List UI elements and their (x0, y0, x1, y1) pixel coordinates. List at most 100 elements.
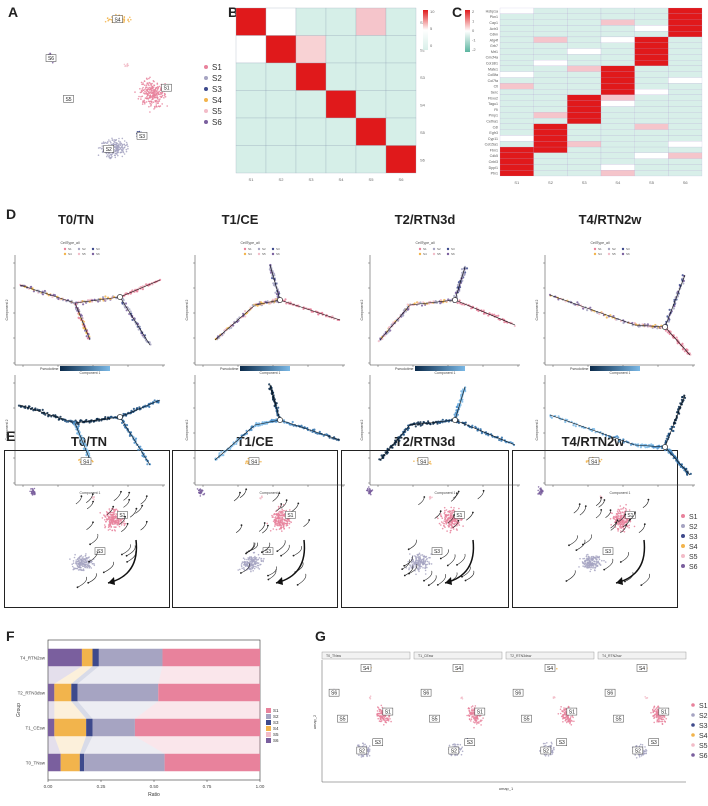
gene-label: Cnbl3 (489, 160, 498, 164)
cell-point (152, 96, 154, 98)
direction-arrow (275, 539, 306, 584)
cell-point (277, 516, 279, 519)
gene-label: Ctl (494, 85, 499, 89)
cell-point (261, 496, 263, 499)
cell-point (123, 16, 126, 19)
velocity-arrowhead (297, 502, 300, 505)
trajectory-line (74, 302, 91, 341)
cell-point (161, 103, 163, 105)
heatmap-cell (533, 141, 568, 148)
heatmap-cell (265, 90, 297, 119)
cell-point (271, 514, 273, 517)
velocity-arrowhead (102, 571, 105, 574)
cell-point (291, 420, 294, 424)
cell-point (237, 569, 239, 571)
cell-point (446, 530, 448, 532)
heatmap-cell (385, 90, 417, 119)
cell-point (81, 563, 84, 566)
cell-point (118, 137, 120, 140)
cell-point (444, 511, 446, 514)
cell-point (104, 416, 107, 419)
cell-point (625, 521, 627, 523)
velocity-arrowhead (280, 554, 282, 557)
cell-point (263, 557, 265, 560)
cell-point (646, 323, 650, 326)
cell-point (593, 428, 596, 431)
heatmap-cell (634, 129, 669, 136)
cell-point (239, 568, 241, 571)
cell-point (617, 512, 619, 515)
cell-point (246, 563, 248, 565)
cell-point (107, 529, 110, 531)
cluster-tag: S1 (163, 86, 169, 92)
velocity-streamline (121, 544, 131, 555)
cell-point (447, 518, 449, 521)
heatmap-cell (634, 7, 669, 14)
velocity-streamline (268, 569, 277, 580)
velocity-streamline (303, 519, 310, 527)
cell-point (79, 564, 81, 567)
cell-point (616, 515, 618, 518)
cell-point (284, 522, 287, 525)
velocity-arrowhead (246, 551, 249, 554)
branch-node (662, 444, 668, 450)
velocity-arrowhead (125, 554, 128, 557)
row-label: S5 (420, 130, 426, 135)
cluster-tag-box (63, 95, 74, 103)
cell-point (450, 518, 452, 520)
velocity-arrowhead (92, 500, 94, 503)
y-axis-title: Component 2 (535, 299, 539, 320)
heatmap-cell (385, 145, 417, 174)
branch-node (277, 297, 283, 303)
heatmap-cell (533, 25, 568, 32)
cell-point (122, 299, 125, 302)
cell-point (120, 524, 123, 526)
cell-point (109, 514, 112, 516)
heatmap-cell (668, 19, 703, 26)
cell-point (144, 84, 146, 86)
cell-point (123, 305, 126, 308)
cell-point (250, 569, 252, 571)
velocity-panel-t4 (512, 450, 678, 608)
cell-point (108, 139, 110, 141)
cell-point (460, 390, 463, 393)
heatmap-cell (533, 83, 568, 90)
cell-point (69, 558, 71, 560)
gene-label: Fbxo2 (488, 96, 498, 100)
cell-point (85, 553, 87, 555)
state-legend-label: S3 (451, 247, 455, 251)
state-legend-label: S2 (262, 247, 266, 251)
y-axis-title: Component 2 (5, 299, 9, 320)
cluster-tag-box (45, 54, 57, 62)
gene-label: Fli (494, 108, 498, 112)
cell-point (143, 92, 146, 95)
heatmap-cell (600, 164, 635, 171)
cell-point (430, 463, 432, 465)
heatmap-cell (634, 164, 669, 171)
cell-point (158, 90, 160, 93)
cell-point (104, 526, 106, 529)
gene-label: Serc (491, 91, 499, 95)
cell-point (418, 553, 420, 556)
cell-point (120, 146, 122, 149)
cell-point (107, 19, 109, 22)
heatmap-cell (668, 31, 703, 38)
heatmap-cell (567, 25, 602, 32)
cell-point (244, 315, 247, 318)
state-legend-dot (271, 247, 275, 251)
velocity-streamline (408, 539, 417, 550)
cell-point (82, 565, 85, 567)
x-axis-title: Component 1 (434, 371, 455, 375)
cell-point (420, 565, 423, 568)
cell-point (599, 564, 602, 566)
heatmap-cell (499, 158, 534, 165)
trajectory-line (74, 416, 121, 424)
cell-point (140, 89, 143, 92)
cell-point (256, 564, 259, 567)
cell-point (78, 562, 80, 565)
cell-point (152, 94, 155, 96)
cell-point (280, 526, 283, 528)
row-label: S1 (420, 20, 426, 25)
heatmap-cell (600, 123, 635, 130)
cell-point (122, 148, 125, 150)
